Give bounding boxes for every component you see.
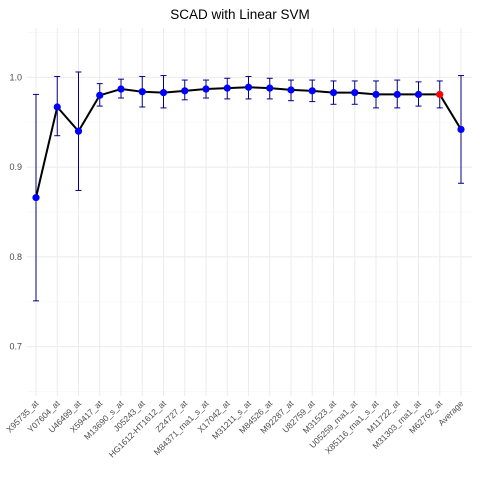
data-point <box>32 194 40 202</box>
grid-layer <box>27 28 472 396</box>
data-point <box>287 86 295 94</box>
data-point <box>414 90 423 99</box>
data-point <box>74 127 83 135</box>
data-point <box>457 125 465 134</box>
chart-title: SCAD with Linear SVM <box>170 7 310 22</box>
data-point <box>266 84 274 92</box>
data-point <box>393 90 401 99</box>
y-tick-label: 1.0 <box>9 72 22 82</box>
data-point <box>436 90 444 99</box>
data-point <box>53 103 61 111</box>
y-tick-label: 0.8 <box>9 252 22 262</box>
data-point <box>159 89 168 97</box>
data-point <box>117 85 125 93</box>
data-point <box>96 91 104 99</box>
data-point <box>244 83 253 91</box>
data-point <box>138 88 146 96</box>
data-points <box>32 83 465 202</box>
data-point <box>351 89 359 97</box>
y-tick-label: 0.9 <box>9 162 22 172</box>
data-point <box>308 87 316 95</box>
data-point <box>202 85 210 93</box>
data-point <box>329 89 338 97</box>
x-tick-labels: X95735_atY07604_atU46499_atX59417_atM136… <box>4 398 465 460</box>
y-tick-label: 0.7 <box>9 342 22 352</box>
data-point <box>372 90 380 99</box>
data-point <box>181 87 189 95</box>
y-tick-labels: 0.7 0.8 0.9 1.0 <box>9 72 22 351</box>
data-point <box>223 84 231 92</box>
